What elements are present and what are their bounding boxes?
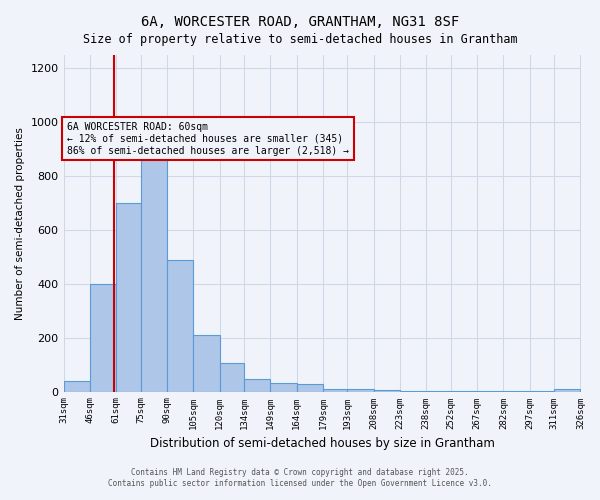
Bar bbox=[90, 284, 116, 392]
Bar bbox=[296, 384, 323, 392]
Text: Contains HM Land Registry data © Crown copyright and database right 2025.
Contai: Contains HM Land Registry data © Crown c… bbox=[108, 468, 492, 487]
Bar bbox=[140, 156, 167, 392]
Bar bbox=[451, 391, 477, 392]
Bar bbox=[400, 390, 426, 392]
Bar bbox=[554, 390, 580, 392]
Bar bbox=[426, 391, 451, 392]
Bar bbox=[323, 389, 347, 392]
X-axis label: Distribution of semi-detached houses by size in Grantham: Distribution of semi-detached houses by … bbox=[149, 437, 494, 450]
Y-axis label: Number of semi-detached properties: Number of semi-detached properties bbox=[15, 127, 25, 320]
Bar bbox=[167, 260, 193, 392]
Text: Size of property relative to semi-detached houses in Grantham: Size of property relative to semi-detach… bbox=[83, 32, 517, 46]
Bar bbox=[271, 384, 296, 392]
Bar bbox=[193, 335, 220, 392]
Bar bbox=[347, 390, 374, 392]
Bar bbox=[374, 390, 400, 392]
Text: 6A WORCESTER ROAD: 60sqm
← 12% of semi-detached houses are smaller (345)
86% of : 6A WORCESTER ROAD: 60sqm ← 12% of semi-d… bbox=[67, 122, 349, 156]
Bar bbox=[220, 364, 244, 392]
Bar bbox=[116, 203, 140, 392]
Text: 6A, WORCESTER ROAD, GRANTHAM, NG31 8SF: 6A, WORCESTER ROAD, GRANTHAM, NG31 8SF bbox=[141, 15, 459, 29]
Bar bbox=[64, 381, 90, 392]
Bar bbox=[244, 380, 271, 392]
